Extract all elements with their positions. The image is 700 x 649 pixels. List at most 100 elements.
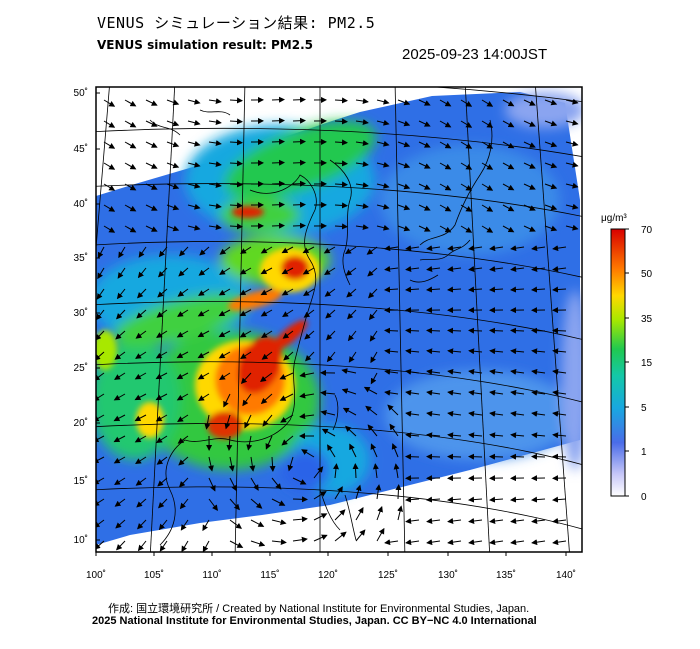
- wind-arrow: [198, 288, 210, 296]
- wind-arrow: [302, 246, 315, 254]
- wind-arrow: [155, 351, 168, 359]
- wind-arrow: [384, 327, 399, 334]
- wind-arrow: [531, 266, 546, 272]
- wind-arrow: [439, 99, 452, 107]
- wind-arrow: [159, 540, 168, 552]
- wind-arrow: [103, 162, 116, 170]
- wind-arrow: [489, 410, 504, 417]
- wind-arrow: [447, 389, 462, 396]
- wind-arrow: [303, 309, 315, 318]
- wind-arrow: [145, 99, 158, 106]
- wind-arrow: [405, 410, 420, 417]
- wind-arrow: [510, 518, 525, 524]
- wind-arrow: [145, 162, 158, 169]
- wind-arrow: [460, 162, 473, 170]
- wind-arrow: [531, 327, 546, 334]
- wind-arrow: [124, 141, 137, 149]
- wind-arrow: [502, 162, 515, 170]
- wind-arrow: [323, 246, 336, 254]
- wind-arrow: [376, 203, 390, 210]
- wind-arrow: [397, 225, 411, 232]
- wind-arrow: [376, 182, 390, 189]
- wind-arrow: [510, 368, 525, 375]
- wind-arrow: [325, 309, 336, 319]
- wind-arrow: [481, 225, 494, 233]
- wind-arrow: [292, 222, 306, 229]
- wind-arrow: [176, 393, 189, 401]
- wind-arrow: [177, 288, 189, 297]
- wind-arrow: [384, 368, 399, 375]
- wind-arrow: [334, 160, 348, 167]
- colorbar-tick-label: 15: [641, 358, 653, 369]
- wind-arrow: [368, 288, 378, 299]
- wind-arrow: [156, 309, 168, 318]
- wind-arrow: [489, 348, 504, 355]
- wind-arrow: [313, 513, 328, 521]
- wind-arrow: [219, 372, 231, 381]
- wind-arrow: [468, 327, 483, 334]
- wind-arrow: [208, 119, 222, 126]
- wind-arrow: [124, 225, 137, 233]
- wind-arrow: [510, 389, 525, 396]
- wind-arrow: [489, 286, 504, 293]
- wind-arrow: [145, 225, 158, 232]
- wind-arrow: [460, 99, 473, 107]
- wind-arrow: [531, 539, 546, 546]
- wind-arrow: [113, 393, 126, 401]
- wind-arrow: [391, 443, 399, 458]
- wind-arrow: [397, 141, 411, 148]
- wind-arrow: [387, 404, 399, 416]
- wind-arrow: [116, 288, 126, 300]
- orange-yellow-river: [227, 289, 283, 311]
- wind-arrow: [166, 225, 180, 232]
- wind-arrow: [103, 183, 116, 191]
- wind-arrow: [426, 327, 441, 334]
- wind-arrow: [376, 505, 383, 521]
- wind-arrow: [145, 204, 158, 211]
- wind-arrow: [418, 204, 431, 211]
- wind-arrow: [552, 496, 567, 503]
- wind-arrow: [279, 372, 294, 380]
- wind-arrow: [352, 463, 359, 479]
- wind-arrow: [292, 117, 306, 124]
- wind-arrow: [565, 182, 579, 189]
- forecast-timestamp: 2025-09-23 14:00JST: [402, 46, 548, 63]
- wind-arrow: [367, 267, 378, 277]
- wind-arrow: [531, 410, 546, 417]
- wind-arrow: [531, 496, 546, 503]
- wind-arrow: [355, 529, 366, 542]
- wind-arrow: [208, 182, 222, 189]
- wind-arrow: [229, 498, 240, 511]
- wind-arrow: [178, 267, 189, 277]
- wind-arrow: [271, 538, 287, 545]
- wind-arrow: [481, 204, 494, 212]
- wind-arrow: [376, 224, 390, 231]
- license-line: 2025 National Institute for Environmenta…: [92, 615, 537, 627]
- wind-arrow: [334, 486, 343, 500]
- wind-arrow: [426, 496, 441, 503]
- wind-arrow: [282, 309, 294, 318]
- wind-arrow: [334, 202, 348, 209]
- wind-arrow: [250, 519, 265, 527]
- wind-arrow: [218, 288, 231, 296]
- wind-arrow: [502, 183, 515, 191]
- wind-arrow: [249, 456, 256, 472]
- lat-tick-label: 50˚: [74, 87, 88, 99]
- wind-arrow: [418, 99, 431, 106]
- colorbar-tick-label: 35: [641, 314, 653, 325]
- wind-arrow: [179, 246, 189, 257]
- wind-arrow: [158, 519, 168, 531]
- lon-tick-label: 120˚: [318, 569, 338, 581]
- wind-arrow: [531, 245, 546, 252]
- wind-arrow: [313, 534, 328, 542]
- wind-arrow: [271, 159, 285, 166]
- wind-arrow: [113, 456, 126, 464]
- wind-arrow: [208, 203, 222, 210]
- wind-arrow: [447, 453, 462, 460]
- wind-arrow: [355, 140, 369, 147]
- wind-arrow: [544, 183, 558, 190]
- wind-arrow: [178, 456, 189, 466]
- wind-arrow: [376, 119, 390, 126]
- wind-arrow: [418, 183, 431, 190]
- wind-arrow: [321, 428, 336, 437]
